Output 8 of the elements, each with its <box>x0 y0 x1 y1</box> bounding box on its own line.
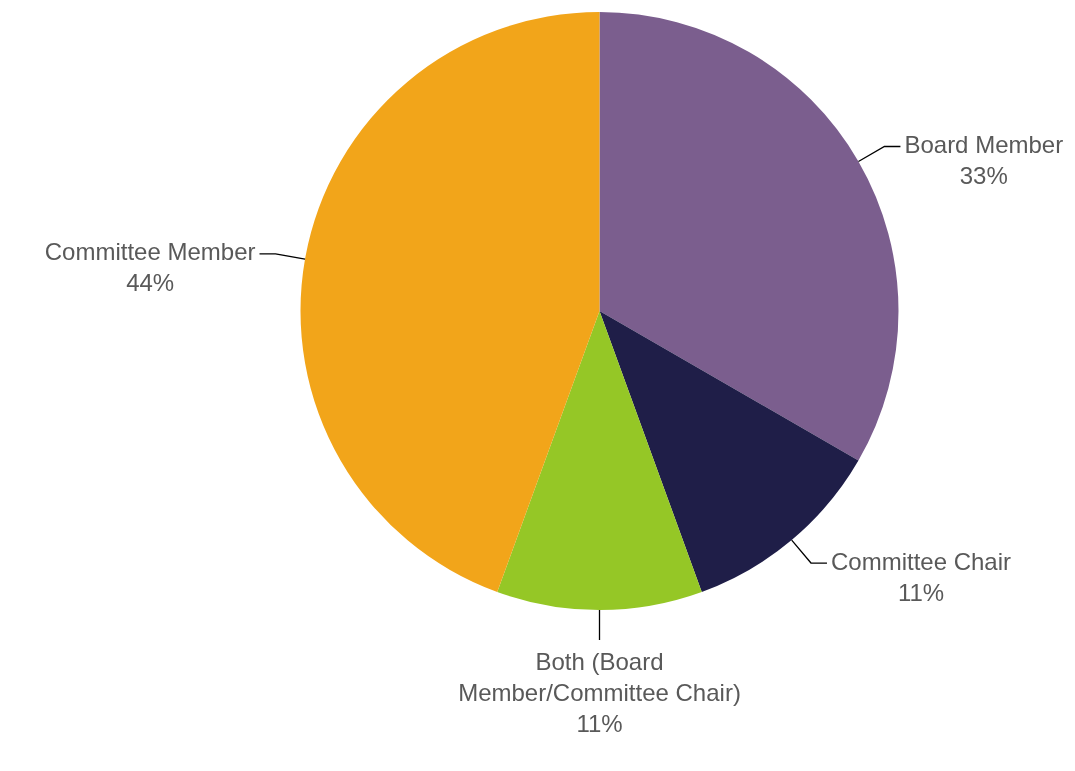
slice-label: Board Member <box>904 131 1064 159</box>
slice-label: Committee Chair <box>830 547 1012 575</box>
data-label: 33% <box>959 162 1008 190</box>
data-label: 44% <box>126 269 175 297</box>
slice-label: Both (Board Member/Committee Chair) <box>458 648 741 707</box>
data-label: 11% <box>576 710 623 738</box>
slice-label: Committee Member <box>44 238 256 266</box>
data-label: 11% <box>897 578 945 606</box>
